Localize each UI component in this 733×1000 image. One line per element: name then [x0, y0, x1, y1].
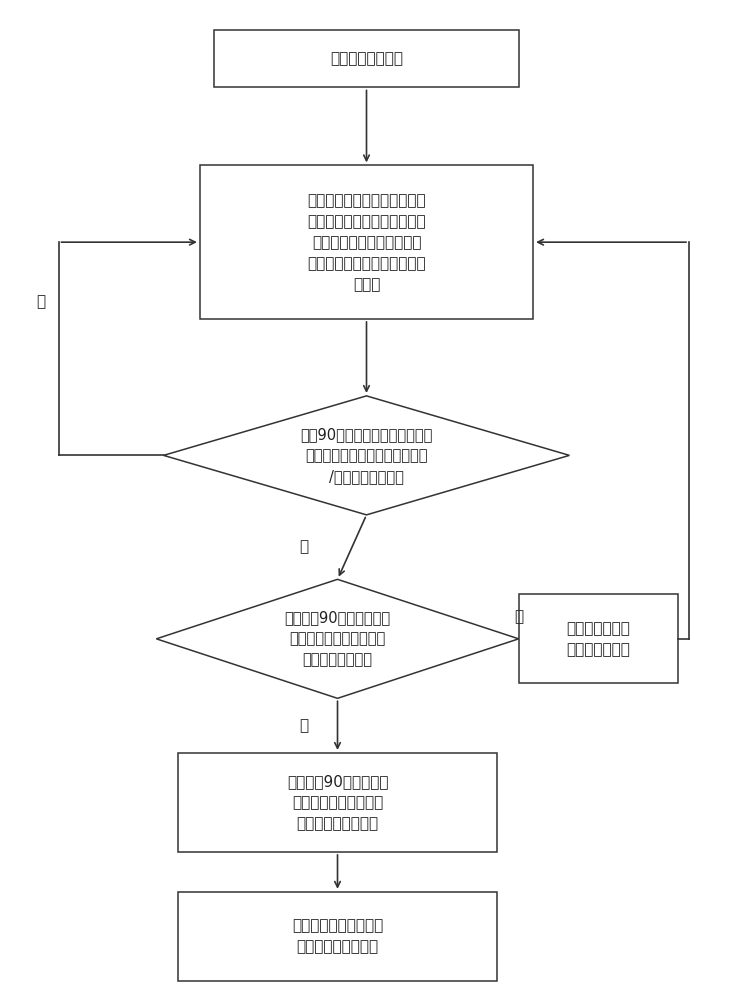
Text: 计算获取90帧历史跟踪数
据的方差，并判断该方差
是否小于预设阈値: 计算获取90帧历史跟踪数 据的方差，并判断该方差 是否小于预设阈値	[284, 610, 391, 667]
Text: 否: 否	[514, 609, 523, 624]
Text: 开启立体显示模式: 开启立体显示模式	[330, 51, 403, 66]
Bar	[178, 892, 497, 981]
Text: 是: 是	[299, 718, 309, 733]
Text: 获取90帧历史跟踪数据（历史跟
踪数据包括历史观看位置信息和
/或跟踪排图参数）: 获取90帧历史跟踪数据（历史跟 踪数据包括历史观看位置信息和 /或跟踪排图参数）	[301, 427, 432, 484]
Text: 关闭跟踪，根据目标排
图参数进行立体显示: 关闭跟踪，根据目标排 图参数进行立体显示	[292, 918, 383, 954]
Bar	[200, 165, 533, 319]
Bar	[519, 594, 678, 683]
Bar	[214, 30, 519, 87]
Text: 移除最前面的一
帧历史跟踪数据: 移除最前面的一 帧历史跟踪数据	[567, 621, 630, 657]
Bar	[178, 753, 497, 852]
Text: 否: 否	[36, 294, 45, 309]
Text: 根据最近90帧历史跟踪
数据确定最佳观看位置
对应的目标排图参数: 根据最近90帧历史跟踪 数据确定最佳观看位置 对应的目标排图参数	[287, 774, 388, 831]
Polygon shape	[163, 396, 570, 515]
Polygon shape	[156, 579, 519, 698]
Text: 启动跟踪，获取一帧用户的观
看位置信息，并根据用户的观
看位置信息确定跟踪排图参
数，从而跟踪排图参数进行立
体显示: 启动跟踪，获取一帧用户的观 看位置信息，并根据用户的观 看位置信息确定跟踪排图参…	[307, 193, 426, 292]
Text: 是: 是	[299, 540, 309, 555]
